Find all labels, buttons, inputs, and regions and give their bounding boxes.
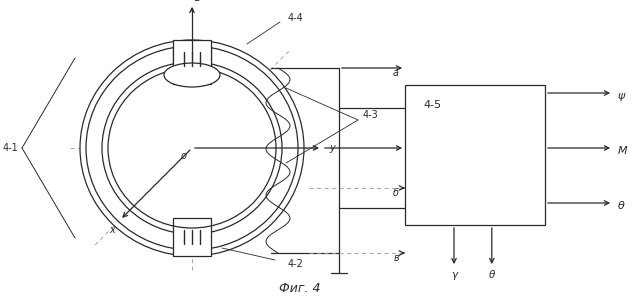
- Text: Фиг. 4: Фиг. 4: [279, 281, 321, 295]
- Text: ψ: ψ: [618, 91, 625, 101]
- Bar: [173, 40, 211, 78]
- Bar: [173, 46, 211, 84]
- Bar: [173, 218, 211, 256]
- Text: θ: θ: [488, 270, 495, 280]
- Text: z: z: [195, 0, 200, 3]
- Text: в: в: [393, 253, 399, 263]
- Ellipse shape: [80, 40, 304, 256]
- Bar: [405, 85, 545, 225]
- Text: 4-5: 4-5: [424, 100, 442, 110]
- Text: M: M: [618, 146, 628, 156]
- Text: y: y: [329, 143, 335, 153]
- Ellipse shape: [164, 63, 220, 87]
- Ellipse shape: [102, 62, 282, 234]
- Text: a: a: [393, 68, 399, 78]
- Text: γ: γ: [451, 270, 457, 280]
- Text: 4-4: 4-4: [287, 13, 303, 23]
- Text: x: x: [109, 225, 115, 235]
- Text: o: o: [181, 151, 187, 161]
- Text: б: б: [393, 188, 399, 198]
- Text: θ: θ: [618, 201, 625, 211]
- Text: 4-1: 4-1: [2, 143, 18, 153]
- Text: 4-3: 4-3: [362, 110, 378, 120]
- Text: 4-2: 4-2: [287, 259, 303, 269]
